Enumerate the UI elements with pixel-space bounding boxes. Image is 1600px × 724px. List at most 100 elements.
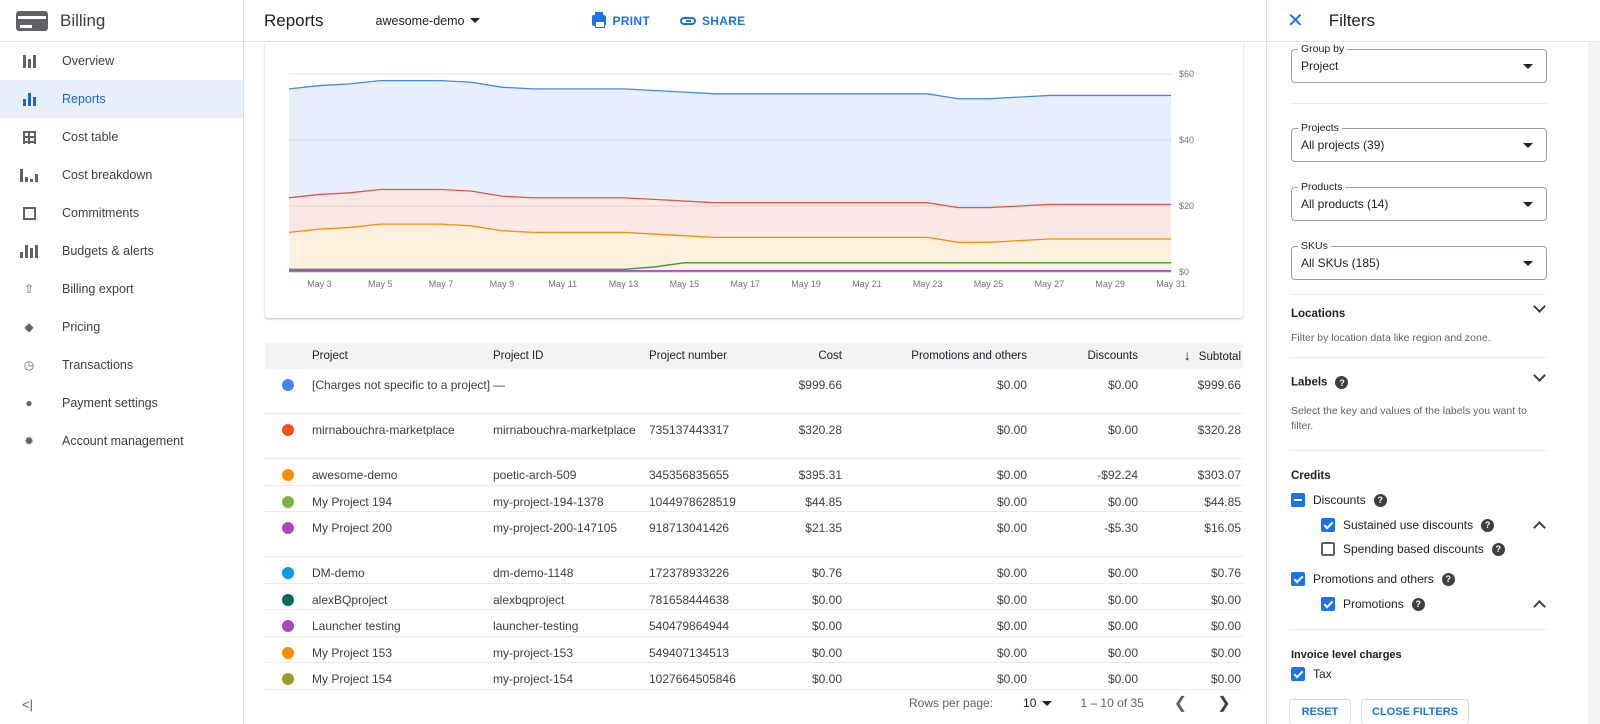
previous-page-icon[interactable]: ❮ [1173,695,1188,712]
project-name-cell: awesome-demo [312,468,398,482]
help-icon[interactable]: ? [1441,572,1455,586]
dashboard-icon [22,54,36,68]
group-by-value: Project [1301,59,1339,73]
sidebar-item-label: Reports [62,92,106,106]
subtotal-cell: $999.66 [1197,378,1241,392]
help-icon[interactable]: ? [1335,376,1349,389]
promotions-cell: $0.00 [996,521,1027,535]
column-header-promotions[interactable]: Promotions and others [911,350,1027,362]
promotions-others-checkbox[interactable] [1291,572,1305,586]
discounts-checkbox-row[interactable]: Discounts ? [1291,493,1387,507]
sidebar-item-payment-settings[interactable]: ● Payment settings [0,384,243,422]
sidebar-item-transactions[interactable]: ◷ Transactions [0,346,243,384]
labels-section: Labels? [1291,376,1349,389]
locations-description: Filter by location data like region and … [1291,332,1491,344]
sidebar-item-reports[interactable]: Reports [0,80,243,118]
sidebar-item-cost-breakdown[interactable]: Cost breakdown [0,156,243,194]
projects-value: All projects (39) [1301,138,1385,152]
sidebar-title: Billing [60,10,106,30]
table-row[interactable]: DM-demo dm-demo-1148 172378933226 $0.76 $0.0… [265,557,1243,584]
spending-based-checkbox-row[interactable]: Spending based discounts ? [1321,542,1505,556]
promotions-cell: $0.00 [996,468,1027,482]
column-header-subtotal[interactable]: ↓ Subtotal [1138,342,1241,370]
column-header-project-number[interactable]: Project number [649,350,727,362]
table-row[interactable]: [Charges not specific to a project] — $999… [265,369,1243,414]
promotions-checkbox[interactable] [1321,597,1335,611]
help-icon[interactable]: ? [1411,597,1425,611]
sidebar-item-label: Payment settings [62,396,158,410]
projects-select[interactable]: Projects All projects (39) [1291,122,1547,162]
table-row[interactable]: Launcher testing launcher-testing 54047986… [265,610,1243,637]
next-page-icon[interactable]: ❯ [1217,695,1231,712]
promotions-others-checkbox-row[interactable]: Promotions and others ? [1291,572,1455,586]
table-row[interactable]: awesome-demo poetic-arch-509 345356835655 $… [265,459,1243,486]
products-select[interactable]: Products All products (14) [1291,181,1547,221]
x-tick-label: May 7 [429,279,454,289]
sidebar-item-account-management[interactable]: ✹ Account management [0,422,243,460]
spending-based-checkbox[interactable] [1321,542,1335,556]
print-button[interactable]: PRINT [592,12,650,28]
discounts-cell: $0.00 [1107,423,1138,437]
legend-dot-icon [282,620,294,632]
sidebar-item-pricing[interactable]: ◆ Pricing [0,308,243,346]
column-header-project-id[interactable]: Project ID [493,350,544,362]
sidebar-item-overview[interactable]: Overview [0,42,243,80]
expand-labels-icon[interactable] [1533,369,1546,382]
table-row[interactable]: My Project 153 my-project-153 549407134513… [265,637,1243,663]
share-button[interactable]: SHARE [679,14,746,28]
sidebar-item-cost-table[interactable]: Cost table [0,118,243,156]
project-color-dot [265,519,312,539]
promotions-checkbox-row[interactable]: Promotions ? [1321,597,1425,611]
legend-dot-icon [282,495,294,508]
project-id-cell: my-project-154 [493,672,574,686]
collapse-promotions-icon[interactable] [1533,600,1546,613]
table-row[interactable]: mirnabouchra-marketplace mirnabouchra-mar… [265,414,1243,459]
help-icon[interactable]: ? [1373,493,1387,507]
sidebar-item-billing-export[interactable]: ⇧ Billing export [0,270,243,308]
help-icon[interactable]: ? [1481,518,1495,532]
bar-chart-icon [22,92,36,106]
subtotal-cell: $303.07 [1197,468,1241,482]
scrollbar[interactable] [1588,42,1600,724]
expand-locations-icon[interactable] [1533,300,1546,313]
group-by-select[interactable]: Group by Project [1291,43,1547,83]
project-number-cell: 1044978628519 [649,494,736,509]
x-tick-label: May 15 [670,279,700,289]
x-tick-label: May 21 [852,279,882,289]
subtotal-label: Subtotal [1198,351,1241,363]
close-icon[interactable]: ✕ [1287,9,1304,32]
tax-checkbox-row[interactable]: Tax [1291,667,1332,681]
subtotal-cell: $0.00 [1210,592,1241,607]
reset-button[interactable]: RESET [1289,699,1351,724]
table-row[interactable]: alexBQproject alexbqproject 781658444638 $0… [265,584,1243,610]
caret-down-icon [1523,64,1533,69]
sidebar-item-commitments[interactable]: Commitments [0,194,243,232]
column-header-project[interactable]: Project [312,350,348,362]
project-number-cell: 540479864944 [649,619,730,633]
subtotal-cell: $0.00 [1210,672,1241,686]
help-icon[interactable]: ? [1491,542,1505,556]
sustained-use-checkbox[interactable] [1321,518,1335,532]
discounts-checkbox[interactable] [1291,493,1305,507]
table-row[interactable]: My Project 154 my-project-154 102766450584… [265,663,1243,690]
close-filters-button[interactable]: CLOSE FILTERS [1361,699,1469,724]
sidebar-item-label: Billing export [62,282,134,296]
filters-title: Filters [1328,10,1376,30]
promotions-cell: $0.00 [996,619,1027,633]
x-tick-label: May 27 [1035,279,1065,289]
rows-per-page-select[interactable]: 10 [1023,696,1053,710]
column-header-discounts[interactable]: Discounts [1087,350,1139,362]
project-name-cell: My Project 154 [312,672,393,686]
skus-select[interactable]: SKUs All SKUs (185) [1291,240,1547,280]
sidebar-item-budgets-alerts[interactable]: Budgets & alerts [0,232,243,270]
table-row[interactable]: My Project 194 my-project-194-1378 1044978… [265,486,1243,512]
table-row[interactable]: My Project 200 my-project-200-147105 91871… [265,512,1243,557]
project-selector[interactable]: awesome-demo [376,14,481,28]
collapse-sidebar-icon[interactable]: <| [22,697,33,712]
collapse-discounts-icon[interactable] [1533,521,1546,534]
tax-checkbox[interactable] [1291,667,1305,681]
close-filters-label: CLOSE FILTERS [1372,706,1458,718]
column-header-cost[interactable]: Cost [818,350,842,362]
spending-based-label: Spending based discounts [1343,542,1484,556]
sustained-use-checkbox-row[interactable]: Sustained use discounts ? [1321,518,1495,532]
